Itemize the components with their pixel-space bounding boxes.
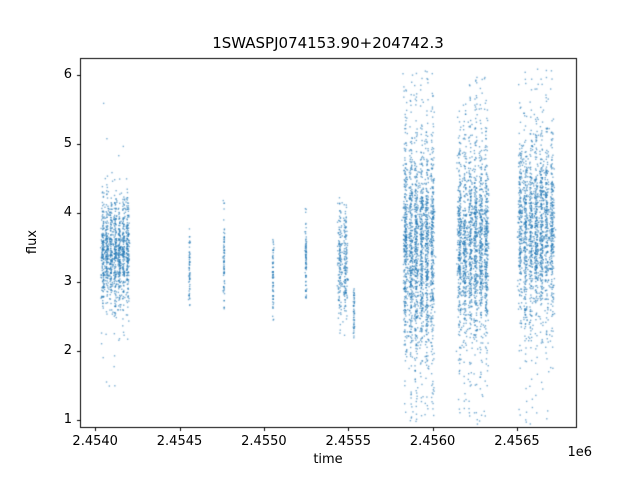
chart-title: 1SWASPJ074153.90+204742.3 xyxy=(212,34,444,52)
y-tick-label: 1 xyxy=(63,412,72,428)
x-tick-label: 2.4540 xyxy=(72,434,118,449)
x-tick-label: 2.4545 xyxy=(156,434,203,449)
y-tick-label: 4 xyxy=(63,205,72,221)
y-tick-label: 3 xyxy=(63,274,72,290)
x-axis-offset-label: 1e6 xyxy=(567,445,592,460)
x-tick-label: 2.4555 xyxy=(325,434,371,449)
x-tick-label: 2.4565 xyxy=(494,434,540,449)
y-tick-label: 2 xyxy=(63,343,72,359)
y-tick-label: 6 xyxy=(63,67,72,83)
x-axis-label: time xyxy=(313,452,343,467)
y-axis-label: flux xyxy=(25,229,40,255)
x-tick-label: 2.4550 xyxy=(241,434,287,449)
x-tick-label: 2.4560 xyxy=(409,434,456,449)
y-tick-label: 5 xyxy=(63,136,72,152)
